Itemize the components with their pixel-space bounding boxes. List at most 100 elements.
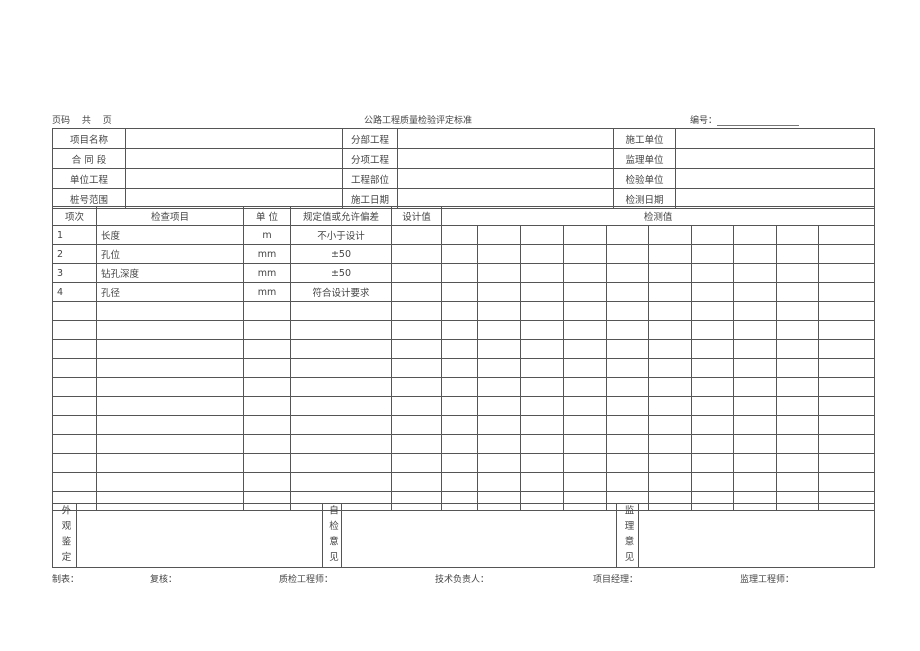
cell-input[interactable]	[391, 320, 442, 340]
cell-input[interactable]	[441, 263, 478, 283]
cell-input[interactable]	[520, 434, 564, 454]
cell-input[interactable]	[776, 320, 819, 340]
cell-input[interactable]	[776, 225, 819, 245]
cell-input[interactable]	[648, 358, 692, 378]
cell-input[interactable]	[520, 282, 564, 302]
cell-input[interactable]	[243, 472, 291, 492]
cell-input[interactable]	[817, 320, 876, 340]
cell-input[interactable]	[243, 434, 291, 454]
cell-input[interactable]	[776, 339, 819, 359]
cell-input[interactable]	[691, 415, 734, 435]
cell-input[interactable]	[520, 339, 564, 359]
cell-input[interactable]	[648, 225, 692, 245]
cell-input[interactable]	[691, 263, 734, 283]
cell-input[interactable]	[52, 320, 97, 340]
cell-input[interactable]	[776, 434, 819, 454]
cell-input[interactable]	[776, 472, 819, 492]
info-field[interactable]	[125, 128, 343, 149]
cell-input[interactable]	[391, 377, 442, 397]
info-field[interactable]	[397, 168, 614, 189]
cell-input[interactable]	[691, 472, 734, 492]
cell-input[interactable]	[817, 453, 876, 473]
cell-input[interactable]	[691, 225, 734, 245]
cell-input[interactable]	[477, 244, 521, 264]
cell-input[interactable]	[290, 339, 392, 359]
cell-input[interactable]	[243, 453, 291, 473]
cell-input[interactable]	[441, 472, 478, 492]
cell-input[interactable]	[391, 225, 442, 245]
cell-input[interactable]	[606, 434, 649, 454]
cell-input[interactable]	[477, 415, 521, 435]
cell-input[interactable]	[441, 358, 478, 378]
cell-input[interactable]	[96, 339, 244, 359]
cell-input[interactable]	[817, 301, 876, 321]
cell-input[interactable]	[96, 434, 244, 454]
cell-input[interactable]	[52, 339, 97, 359]
cell-input[interactable]	[96, 320, 244, 340]
cell-input[interactable]	[441, 320, 478, 340]
cell-input[interactable]	[290, 396, 392, 416]
cell-input[interactable]	[563, 320, 607, 340]
cell-input[interactable]	[290, 472, 392, 492]
cell-input[interactable]	[52, 358, 97, 378]
cell-input[interactable]	[96, 415, 244, 435]
cell-input[interactable]	[648, 396, 692, 416]
cell-input[interactable]	[776, 377, 819, 397]
cell-input[interactable]	[733, 396, 777, 416]
cell-input[interactable]	[290, 377, 392, 397]
cell-input[interactable]	[648, 282, 692, 302]
cell-input[interactable]	[648, 339, 692, 359]
info-field[interactable]	[397, 148, 614, 169]
number-input-line[interactable]	[717, 116, 800, 126]
cell-input[interactable]	[477, 396, 521, 416]
cell-input[interactable]	[243, 358, 291, 378]
cell-input[interactable]	[606, 282, 649, 302]
cell-input[interactable]	[96, 453, 244, 473]
cell-input[interactable]	[733, 358, 777, 378]
cell-input[interactable]	[441, 244, 478, 264]
cell-input[interactable]	[648, 453, 692, 473]
info-field[interactable]	[125, 168, 343, 189]
cell-input[interactable]	[733, 320, 777, 340]
cell-input[interactable]	[477, 377, 521, 397]
cell-input[interactable]	[391, 434, 442, 454]
cell-input[interactable]	[290, 415, 392, 435]
cell-input[interactable]	[441, 225, 478, 245]
cell-input[interactable]	[606, 396, 649, 416]
cell-input[interactable]	[477, 320, 521, 340]
cell-input[interactable]	[776, 358, 819, 378]
cell-input[interactable]	[817, 377, 876, 397]
cell-input[interactable]	[520, 320, 564, 340]
cell-input[interactable]	[52, 396, 97, 416]
cell-input[interactable]	[606, 263, 649, 283]
cell-input[interactable]	[733, 225, 777, 245]
cell-input[interactable]	[52, 301, 97, 321]
cell-input[interactable]	[391, 263, 442, 283]
cell-input[interactable]	[441, 301, 478, 321]
cell-input[interactable]	[733, 415, 777, 435]
cell-input[interactable]	[520, 396, 564, 416]
cell-input[interactable]	[441, 396, 478, 416]
cell-input[interactable]	[648, 415, 692, 435]
cell-input[interactable]	[691, 320, 734, 340]
cell-input[interactable]	[391, 339, 442, 359]
cell-input[interactable]	[648, 377, 692, 397]
cell-input[interactable]	[733, 244, 777, 264]
cell-input[interactable]	[441, 339, 478, 359]
cell-input[interactable]	[520, 244, 564, 264]
cell-input[interactable]	[733, 339, 777, 359]
cell-input[interactable]	[391, 282, 442, 302]
cell-input[interactable]	[606, 339, 649, 359]
cell-input[interactable]	[441, 377, 478, 397]
cell-input[interactable]	[606, 453, 649, 473]
cell-input[interactable]	[563, 358, 607, 378]
cell-input[interactable]	[477, 225, 521, 245]
cell-input[interactable]	[441, 453, 478, 473]
info-field[interactable]	[675, 148, 875, 169]
cell-input[interactable]	[776, 415, 819, 435]
cell-input[interactable]	[52, 434, 97, 454]
cell-input[interactable]	[648, 244, 692, 264]
cell-input[interactable]	[648, 434, 692, 454]
cell-input[interactable]	[733, 453, 777, 473]
cell-input[interactable]	[563, 396, 607, 416]
